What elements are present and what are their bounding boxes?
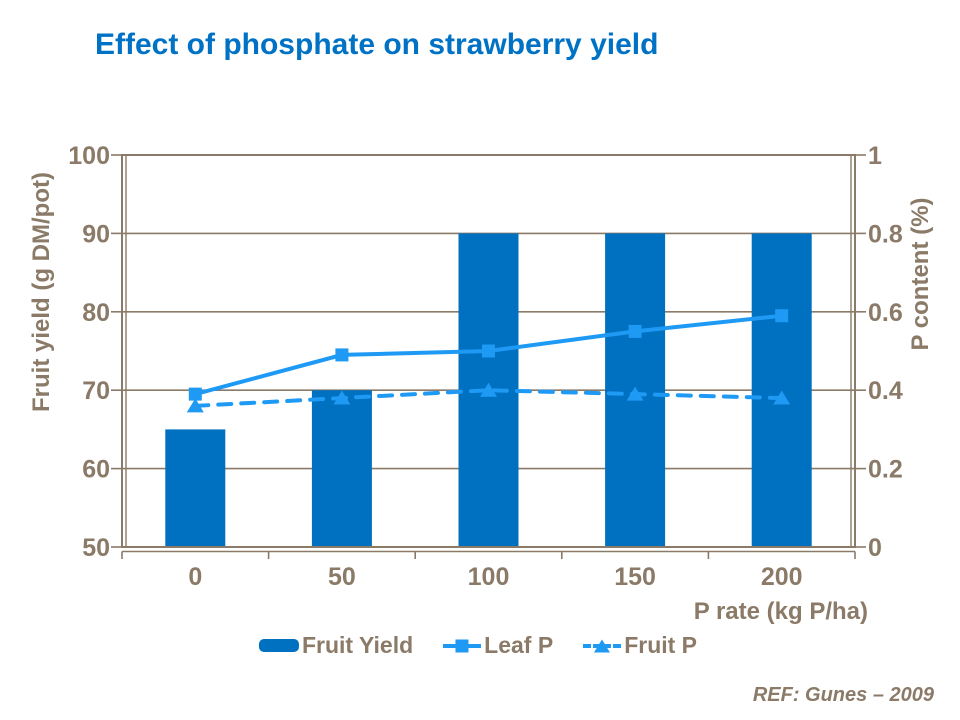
line-series-fruit-p xyxy=(186,382,791,413)
x-axis-title: P rate (kg P/ha) xyxy=(693,598,868,625)
left-axis-tick-label: 50 xyxy=(82,534,110,562)
right-axis-tick-label: 0.2 xyxy=(868,456,903,484)
x-axis-tick-label: 100 xyxy=(468,563,510,591)
page-title: Effect of phosphate on strawberry yield xyxy=(95,28,659,61)
legend: Fruit Yield Leaf P Fruit P xyxy=(258,632,697,659)
legend-label-fruit-p: Fruit P xyxy=(624,632,698,658)
left-axis-tick-label: 90 xyxy=(82,220,110,248)
left-axis-tick-label: 60 xyxy=(82,456,110,484)
legend-label-leaf-p: Leaf P xyxy=(484,632,554,658)
x-axis-tick-label: 50 xyxy=(328,563,356,591)
left-axis-tick-label: 80 xyxy=(82,299,110,327)
right-axis-tick-label: 0.4 xyxy=(868,377,903,405)
legend-label-fruit-yield: Fruit Yield xyxy=(301,632,414,658)
left-axis-tick-label: 70 xyxy=(82,377,110,405)
legend-item-leaf-p: Leaf P xyxy=(443,632,553,659)
right-axis-tick-label: 0 xyxy=(868,534,882,562)
right-axis-tick-label: 0.8 xyxy=(868,220,903,248)
right-axis-tick-label: 1 xyxy=(868,142,882,170)
line-series-leaf-p xyxy=(188,309,789,401)
right-axis-tick-label: 0.6 xyxy=(868,299,903,327)
x-axis-tick-label: 150 xyxy=(614,563,656,591)
legend-item-fruit-yield: Fruit Yield xyxy=(258,632,414,659)
reference-text: REF: Gunes – 2009 xyxy=(752,684,934,706)
fruit-p-dash-marker-icon xyxy=(583,639,622,652)
x-axis-tick-label: 0 xyxy=(188,563,202,591)
fruit-yield-bar-swatch-icon xyxy=(258,639,299,652)
leaf-p-line-marker-icon xyxy=(443,639,482,652)
legend-item-fruit-p: Fruit P xyxy=(583,632,697,659)
x-axis-tick-label: 200 xyxy=(761,563,803,591)
left-axis-tick-label: 100 xyxy=(68,142,110,170)
